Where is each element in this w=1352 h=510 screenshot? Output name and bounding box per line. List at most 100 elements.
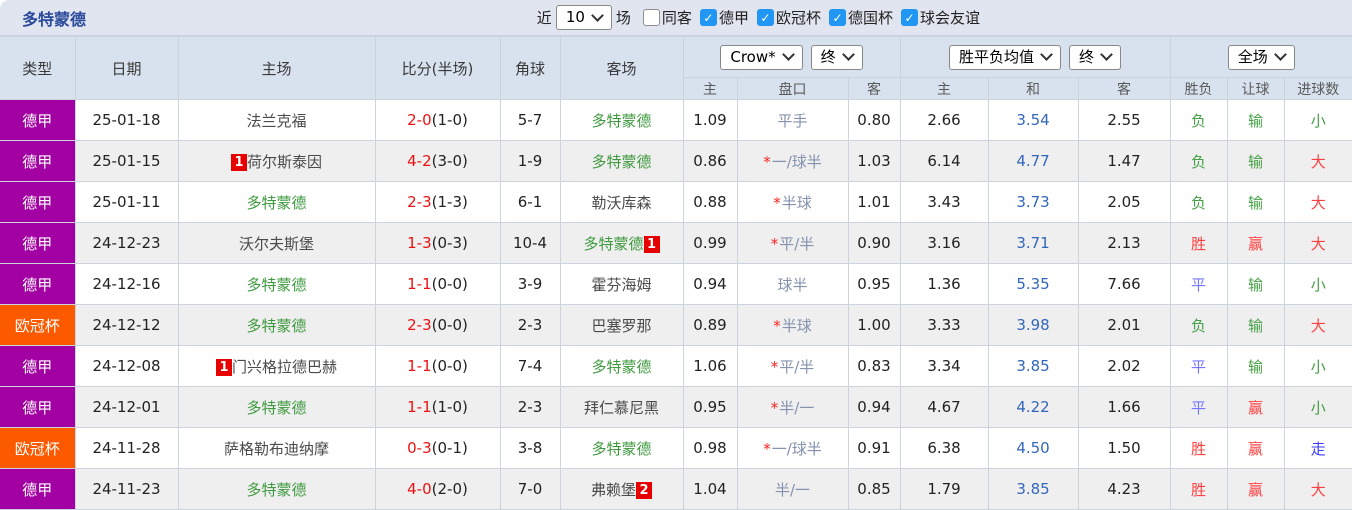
league-filter-label: 欧冠杯 bbox=[775, 9, 821, 27]
cell-league-type: 德甲 bbox=[0, 99, 76, 141]
full-score: 4-2 bbox=[407, 152, 432, 170]
league-filter-checkbox[interactable]: ✓ 欧冠杯 bbox=[756, 7, 821, 28]
cell-date: 24-12-23 bbox=[74, 222, 179, 264]
odds-time-select[interactable]: 终 bbox=[810, 44, 863, 70]
cell-league-type: 德甲 bbox=[0, 222, 76, 264]
league-filter-label: 球会友谊 bbox=[919, 9, 980, 27]
avg-value: 胜平负均值 bbox=[959, 47, 1035, 66]
cell-home-team: 1 荷尔斯泰因 bbox=[177, 140, 376, 182]
team-name: 弗赖堡 bbox=[590, 480, 636, 499]
cell-avg-draw: 3.98 bbox=[987, 304, 1079, 346]
half-score: (1-0) bbox=[431, 111, 468, 129]
table-row: 德甲 25-01-15 1 荷尔斯泰因 4-2(3-0) 1-9 多特蒙德 0.86 *一/球半… bbox=[0, 140, 1352, 182]
rank-badge: 2 bbox=[636, 481, 652, 499]
checkbox-checked-icon: ✓ bbox=[699, 9, 717, 26]
cell-home-team: 多特蒙德 bbox=[177, 386, 376, 428]
cell-avg-draw: 3.54 bbox=[987, 99, 1079, 141]
cell-league-type: 德甲 bbox=[0, 345, 76, 387]
cell-handicap: *平/半 bbox=[736, 345, 849, 387]
avg-time-select[interactable]: 终 bbox=[1069, 44, 1122, 70]
chevron-down-icon bbox=[841, 48, 855, 61]
cell-odds-home: 0.95 bbox=[682, 386, 738, 428]
rank-badge: 1 bbox=[230, 153, 247, 171]
cell-handicap-result: 赢 bbox=[1226, 427, 1285, 469]
cell-home-team: 多特蒙德 bbox=[177, 181, 376, 223]
full-score: 2-3 bbox=[407, 193, 432, 211]
cell-avg-draw: 4.50 bbox=[987, 427, 1079, 469]
cell-odds-away: 1.01 bbox=[847, 181, 901, 223]
odds-company-value: Crow* bbox=[730, 47, 776, 66]
cell-league-type: 欧冠杯 bbox=[0, 304, 76, 346]
cell-result: 胜 bbox=[1169, 427, 1228, 469]
cell-avg-home: 6.14 bbox=[899, 140, 989, 182]
header-type: 类型 bbox=[0, 36, 76, 100]
near-label: 近 bbox=[536, 9, 552, 27]
cell-avg-away: 1.66 bbox=[1077, 386, 1171, 428]
cell-odds-away: 0.83 bbox=[847, 345, 901, 387]
team-name: 法兰克福 bbox=[246, 111, 307, 130]
team-name: 霍芬海姆 bbox=[591, 275, 652, 294]
chevron-down-icon bbox=[1100, 48, 1113, 61]
cell-score: 1-1(0-0) bbox=[374, 345, 501, 387]
recent-count-select[interactable]: 10 bbox=[555, 5, 612, 30]
cell-handicap-result: 输 bbox=[1226, 140, 1285, 182]
cell-odds-home: 1.09 bbox=[682, 99, 738, 141]
table-row: 欧冠杯 24-12-12 多特蒙德 2-3(0-0) 2-3 巴塞罗那 0.89 *半球 1.0… bbox=[0, 304, 1352, 346]
cell-avg-home: 2.66 bbox=[899, 99, 989, 141]
cell-league-type: 德甲 bbox=[0, 140, 76, 182]
period-value: 全场 bbox=[1237, 47, 1268, 66]
header-away: 客场 bbox=[559, 36, 684, 100]
star-mark: * bbox=[770, 234, 779, 253]
odds-company-select[interactable]: Crow* bbox=[720, 44, 803, 70]
team-name: 多特蒙德 bbox=[246, 275, 307, 294]
cell-odds-away: 0.90 bbox=[847, 222, 901, 264]
period-select[interactable]: 全场 bbox=[1227, 44, 1295, 70]
team-name: 多特蒙德 bbox=[591, 439, 652, 458]
cell-goals: 大 bbox=[1283, 468, 1352, 510]
cell-corner: 2-3 bbox=[499, 386, 561, 428]
cell-handicap: *半球 bbox=[736, 181, 849, 223]
cell-odds-away: 0.80 bbox=[847, 99, 901, 141]
cell-handicap: 平手 bbox=[736, 99, 849, 141]
table-row: 德甲 24-12-23 沃尔夫斯堡 1-3(0-3) 10-4 多特蒙德 1 0.99 *平/半… bbox=[0, 222, 1352, 264]
subheader-odds-home: 主 bbox=[683, 77, 738, 100]
star-mark: * bbox=[773, 193, 781, 212]
cell-handicap-result: 输 bbox=[1226, 304, 1285, 346]
league-filter-label: 德甲 bbox=[718, 9, 749, 27]
cell-avg-away: 2.13 bbox=[1077, 222, 1171, 264]
cell-avg-draw: 5.35 bbox=[987, 263, 1079, 305]
cell-avg-home: 1.36 bbox=[899, 263, 989, 305]
cell-date: 24-12-08 bbox=[74, 345, 179, 387]
league-filter-checkbox[interactable]: ✓ 德国杯 bbox=[828, 7, 893, 28]
star-mark: * bbox=[773, 316, 781, 335]
header-date: 日期 bbox=[74, 36, 179, 100]
same-venue-checkbox[interactable]: 同客 bbox=[642, 7, 692, 28]
team-name: 多特蒙德 bbox=[246, 193, 307, 212]
cell-handicap-result: 输 bbox=[1226, 263, 1285, 305]
cell-corner: 1-9 bbox=[499, 140, 561, 182]
cell-away-team: 多特蒙德 bbox=[559, 140, 684, 182]
cell-handicap: 球半 bbox=[736, 263, 849, 305]
team-name: 勒沃库森 bbox=[591, 193, 652, 212]
cell-odds-away: 1.00 bbox=[847, 304, 901, 346]
avg-select[interactable]: 胜平负均值 bbox=[949, 44, 1062, 70]
team-name: 拜仁慕尼黑 bbox=[583, 398, 659, 417]
league-filter-checkbox[interactable]: ✓ 球会友谊 bbox=[900, 7, 980, 28]
table-row: 德甲 24-12-16 多特蒙德 1-1(0-0) 3-9 霍芬海姆 0.94 球半 0.95 1… bbox=[0, 263, 1352, 305]
cell-handicap-result: 输 bbox=[1226, 99, 1285, 141]
cell-odds-home: 0.98 bbox=[682, 427, 738, 469]
table-row: 德甲 25-01-11 多特蒙德 2-3(1-3) 6-1 勒沃库森 0.88 *半球 1.01… bbox=[0, 181, 1352, 223]
cell-handicap-result: 赢 bbox=[1226, 222, 1285, 264]
subheader-handicap-result: 让球 bbox=[1226, 77, 1285, 100]
cell-corner: 6-1 bbox=[499, 181, 561, 223]
subheader-odds-away: 客 bbox=[847, 77, 901, 100]
cell-corner: 3-9 bbox=[499, 263, 561, 305]
cell-avg-away: 1.47 bbox=[1077, 140, 1171, 182]
league-filter-checkbox[interactable]: ✓ 德甲 bbox=[699, 7, 749, 28]
chevron-down-icon bbox=[1040, 48, 1053, 61]
cell-date: 24-12-12 bbox=[74, 304, 179, 346]
subheader-result: 胜负 bbox=[1169, 77, 1228, 100]
half-score: (3-0) bbox=[431, 152, 468, 170]
cell-handicap-result: 赢 bbox=[1226, 386, 1285, 428]
cell-corner: 10-4 bbox=[499, 222, 561, 264]
